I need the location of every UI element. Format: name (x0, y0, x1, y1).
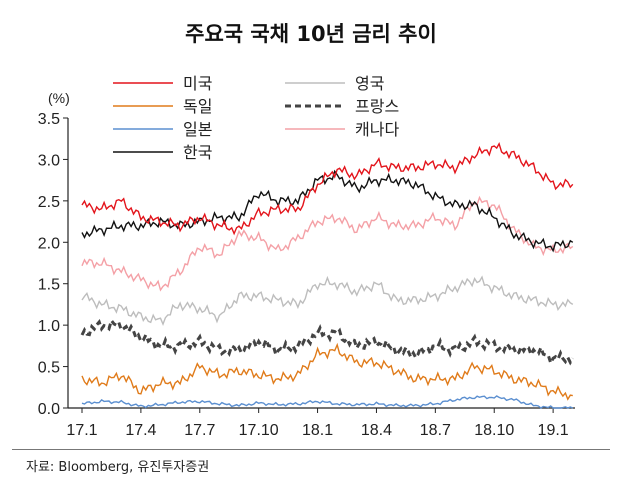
y-tick-label: 0.0 (38, 401, 60, 418)
x-tick-label: 17.1 (66, 422, 97, 439)
y-tick-label: 0.5 (38, 360, 60, 377)
series-line-0 (81, 142, 574, 236)
y-tick-label: 3.5 (38, 111, 60, 128)
series-line-1 (81, 342, 573, 401)
source-note: 자료: Bloomberg, 유진투자증권 (26, 460, 210, 475)
series-line-3 (81, 169, 574, 253)
x-tick-label: 17.10 (239, 422, 279, 439)
y-tick-label: 1.0 (38, 318, 60, 335)
legend-label: 미국 (183, 75, 212, 93)
y-tick-label: 2.5 (38, 194, 60, 211)
x-tick-label: 17.4 (125, 422, 156, 439)
divider (12, 449, 610, 450)
x-tick-label: 17.7 (184, 422, 215, 439)
series-line-2 (81, 395, 574, 409)
x-tick-label: 18.10 (474, 422, 514, 439)
legend-label: 캐나다 (355, 121, 399, 139)
x-tick-label: 18.1 (302, 422, 333, 439)
x-tick-label: 19.1 (538, 422, 569, 439)
legend-label: 영국 (355, 75, 384, 93)
y-tick-label: 3.0 (38, 152, 60, 169)
legend-label: 독일 (183, 98, 212, 116)
legend-label: 일본 (183, 121, 212, 139)
legend-label: 한국 (183, 144, 212, 162)
chart-title: 주요국 국채 10년 금리 추이 (185, 22, 437, 46)
series-line-4 (81, 275, 574, 326)
y-tick-label: 2.0 (38, 235, 60, 252)
series-line-6 (81, 195, 574, 292)
series-line-5 (80, 317, 575, 367)
line-chart: (%) 0.0 0.5 1.0 1.5 2.0 2.5 3.0 3.5 17.1 17.4 17.7 1… (38, 75, 575, 439)
x-tick-label: 18.4 (361, 422, 392, 439)
y-axis-unit: (%) (48, 90, 70, 106)
legend-label: 프랑스 (355, 98, 399, 116)
y-tick-label: 1.5 (38, 277, 60, 294)
x-tick-label: 18.7 (420, 422, 451, 439)
